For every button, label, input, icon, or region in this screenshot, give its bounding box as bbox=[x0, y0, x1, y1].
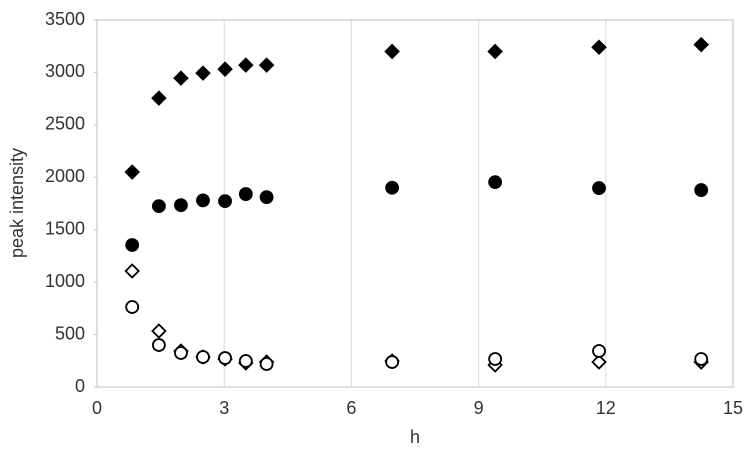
diamond-point bbox=[124, 164, 140, 180]
circle-point bbox=[385, 355, 400, 369]
circle-point bbox=[238, 187, 253, 201]
circle-point bbox=[174, 198, 188, 213]
y-tick-label: 1000 bbox=[45, 271, 85, 291]
circle-point bbox=[385, 180, 400, 195]
y-tick-label: 1500 bbox=[45, 218, 85, 238]
circle-point bbox=[125, 300, 140, 314]
diamond-point bbox=[173, 70, 189, 86]
y-tick-label: 500 bbox=[55, 323, 85, 343]
circle-point bbox=[174, 346, 188, 360]
plot-frame bbox=[96, 19, 734, 388]
diamond-point bbox=[591, 354, 607, 370]
circle-point bbox=[238, 354, 253, 368]
diamond-point bbox=[384, 43, 400, 60]
diamond-point bbox=[258, 57, 275, 73]
circle-point bbox=[152, 199, 166, 214]
circle-point bbox=[259, 190, 274, 205]
circle-point bbox=[694, 352, 709, 366]
circle-point bbox=[125, 238, 140, 252]
diamond-point bbox=[151, 323, 167, 339]
x-tick-label: 0 bbox=[92, 398, 102, 418]
diamond-point bbox=[217, 61, 233, 77]
x-tick-label: 12 bbox=[596, 398, 616, 418]
diamond-point bbox=[693, 36, 709, 53]
circle-point bbox=[488, 352, 503, 366]
y-axis-label: peak intensity bbox=[7, 148, 27, 258]
diamond-point bbox=[487, 43, 503, 60]
diamond-point bbox=[195, 65, 211, 81]
x-tick-label: 9 bbox=[474, 398, 484, 418]
y-tick-label: 2500 bbox=[45, 114, 85, 134]
x-tick-label: 6 bbox=[346, 398, 356, 418]
x-axis-label: h bbox=[410, 427, 420, 447]
diamond-point bbox=[591, 39, 607, 56]
diamond-point bbox=[124, 263, 140, 279]
circle-point bbox=[218, 351, 232, 365]
circle-point bbox=[592, 181, 606, 195]
circle-point bbox=[196, 350, 210, 364]
y-tick-label: 0 bbox=[75, 376, 85, 396]
circle-point bbox=[196, 193, 210, 208]
diamond-point bbox=[151, 90, 167, 106]
circle-point bbox=[259, 357, 274, 371]
y-tick-label: 3500 bbox=[45, 9, 85, 29]
x-tick-label: 3 bbox=[219, 398, 229, 418]
circle-point bbox=[218, 194, 232, 208]
circle-point bbox=[152, 338, 166, 352]
diamond-point bbox=[238, 57, 254, 73]
circle-point bbox=[592, 344, 606, 358]
x-tick-label: 15 bbox=[723, 398, 743, 418]
circle-point bbox=[488, 175, 503, 190]
y-tick-label: 3000 bbox=[45, 61, 85, 81]
circle-point bbox=[694, 183, 709, 197]
y-tick-label: 2000 bbox=[45, 166, 85, 186]
